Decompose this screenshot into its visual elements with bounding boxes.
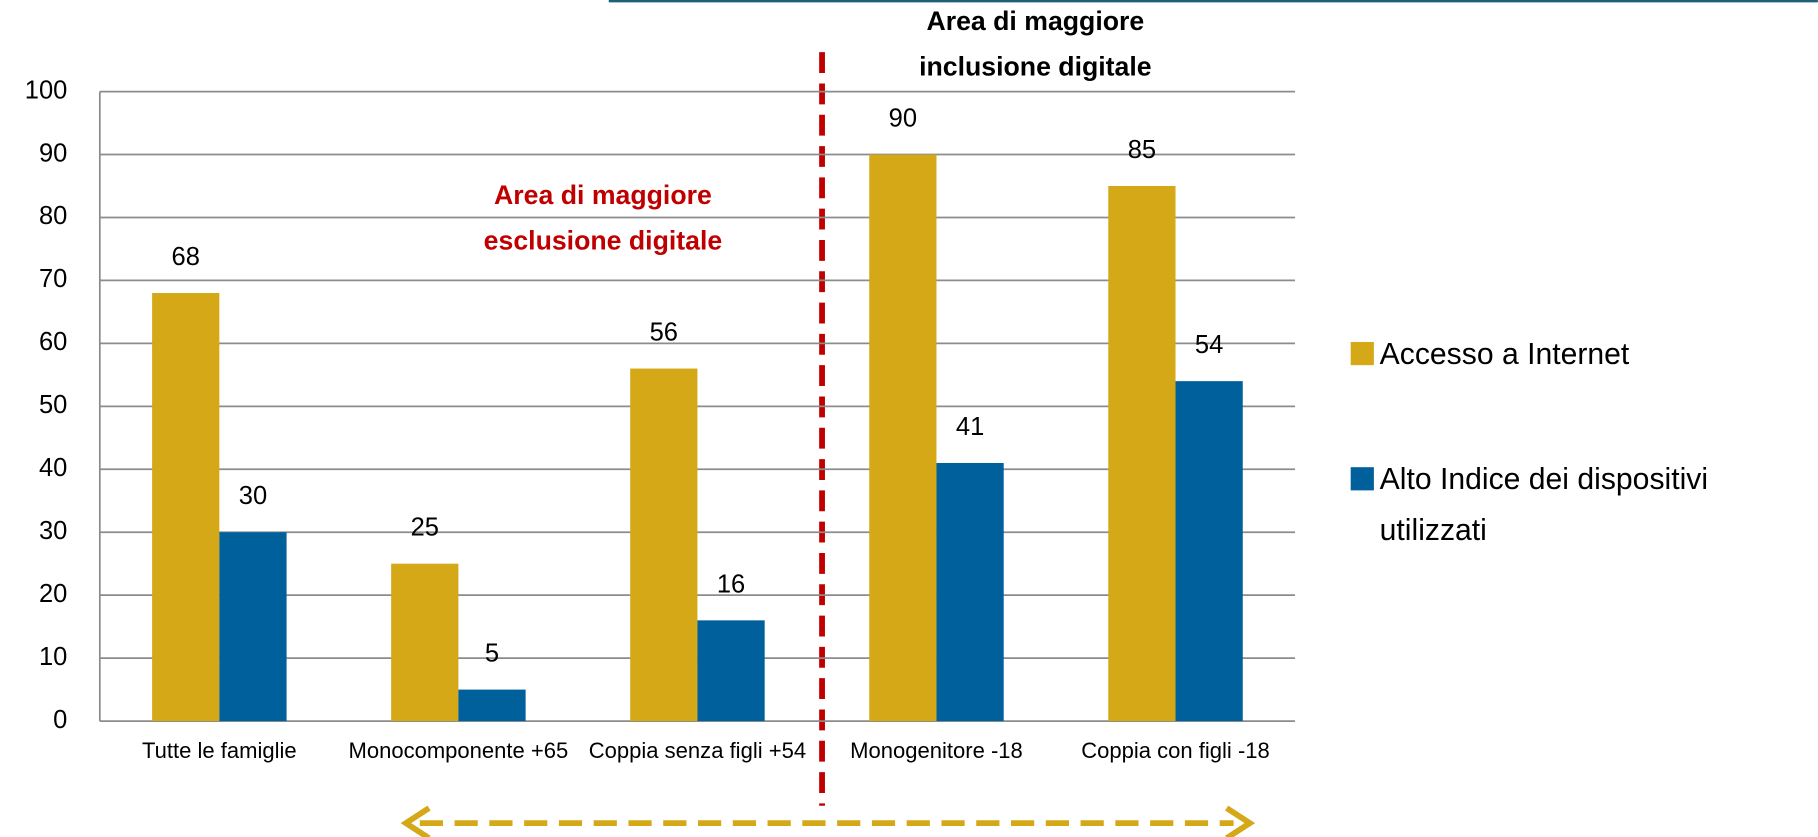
annotation: esclusione digitale [484,225,723,255]
y-tick-label: 100 [25,76,68,104]
x-tick-label: Tutte le famiglie [141,739,297,764]
x-tick-label-box: Coppia con figli -18 [1081,739,1270,764]
x-tick-label-box: Coppia senza figli +54 [588,739,807,764]
legend-label-box: Accesso a Internet [1379,336,1630,371]
legend-swatch [1350,341,1374,366]
bar [1108,186,1176,722]
data-label: 85 [1128,136,1156,164]
y-tick-label: 30 [39,517,67,545]
y-tick-label: 40 [39,454,67,482]
x-tick-label-box: Tutte le famiglie [141,739,297,764]
data-label: 5 [485,640,499,668]
bar [869,154,937,722]
legend-label: Alto Indice dei dispositivi utilizzati [1379,461,1709,548]
annotation: Area di maggiore [494,180,712,210]
bar [697,620,765,722]
legend-label-box: Alto Indice dei dispositivi utilizzati [1379,461,1709,548]
data-label: 16 [717,570,745,598]
y-tick-label: 0 [53,706,67,734]
y-tick-label: 60 [39,328,67,356]
annotation: Area di maggiore [926,6,1144,36]
bar [219,532,287,722]
y-tick-label: 50 [39,391,67,419]
data-label: 30 [239,482,267,510]
x-tick-label: Monocomponente +65 [348,739,569,764]
y-tick-label: 70 [39,265,67,293]
y-tick-label: 80 [39,202,67,230]
legend-swatch [1350,467,1374,491]
legend-label: Accesso a Internet [1379,336,1630,371]
bar [391,563,459,722]
x-tick-label-box: Monogenitore -18 [850,739,1023,764]
bar [630,368,698,722]
bar [152,293,220,722]
bar [936,462,1004,722]
bar [458,689,526,722]
x-tick-label: Coppia senza figli +54 [588,739,807,764]
data-label: 41 [956,413,984,441]
data-label: 68 [172,243,200,271]
x-tick-label: Monogenitore -18 [850,739,1023,764]
bar [1175,381,1243,722]
x-tick-label-box: Monocomponente +65 [348,739,569,764]
double-arrow [400,805,1256,837]
annotation: inclusione digitale [919,51,1152,81]
x-tick-label: Coppia con figli -18 [1081,739,1270,764]
y-tick-label: 90 [39,139,67,167]
data-label: 25 [411,514,439,542]
y-tick-label: 20 [39,580,67,608]
y-tick-label: 10 [39,643,67,671]
data-label: 54 [1195,331,1223,359]
data-label: 90 [889,104,917,132]
data-label: 56 [650,319,678,347]
